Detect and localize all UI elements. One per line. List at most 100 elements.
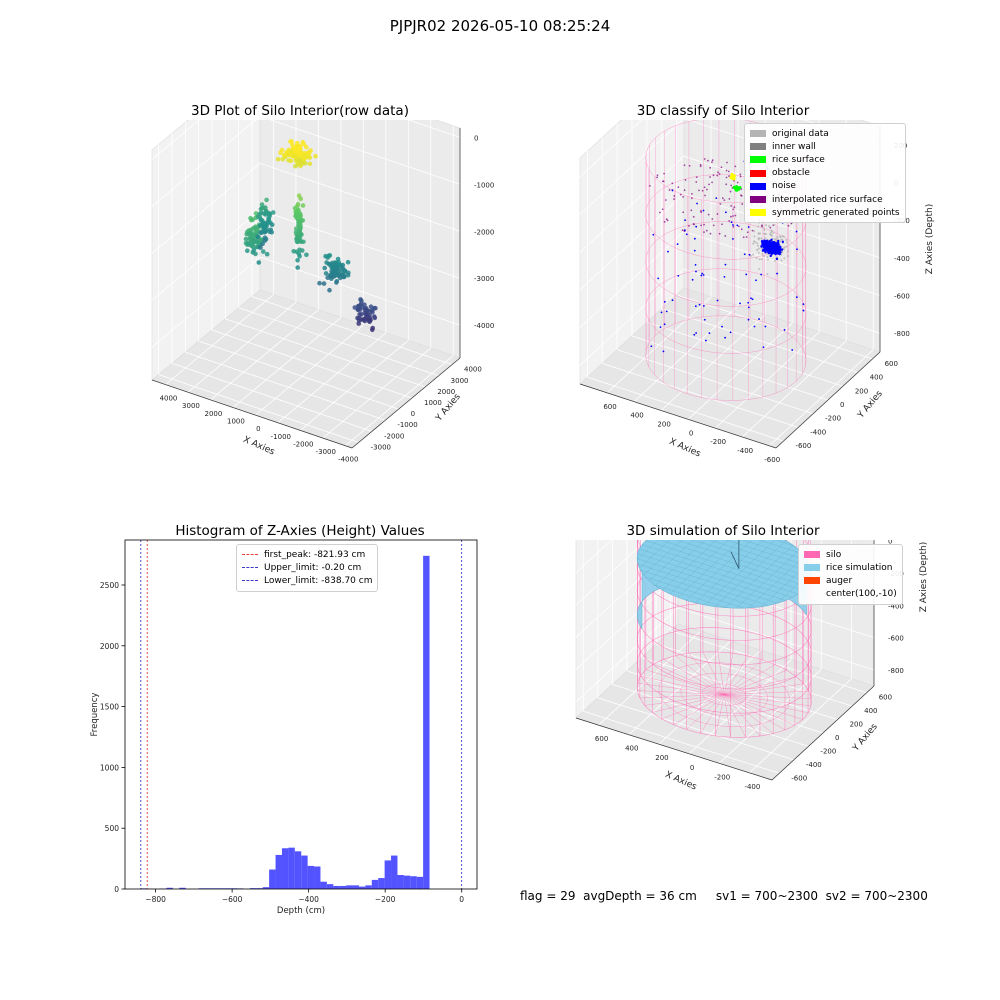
noise-point bbox=[770, 238, 773, 242]
data-point bbox=[260, 241, 266, 247]
p2-gridline bbox=[579, 193, 881, 291]
swatch-symmetric bbox=[750, 209, 766, 217]
data-point bbox=[313, 153, 318, 159]
interpolated-point bbox=[741, 203, 744, 205]
noise-point bbox=[753, 325, 756, 328]
p1-x-tick: -2000 bbox=[293, 440, 313, 448]
noise-point bbox=[659, 326, 662, 329]
interpolated-point bbox=[728, 220, 731, 222]
interpolated-point bbox=[698, 189, 700, 192]
noise-point bbox=[657, 277, 660, 280]
data-point bbox=[293, 213, 298, 219]
noise-point bbox=[795, 296, 798, 299]
interpolated-point bbox=[683, 164, 686, 167]
data-point bbox=[334, 280, 339, 285]
p2-y-tick: -200 bbox=[825, 415, 841, 423]
histogram-bar bbox=[166, 887, 173, 889]
data-point bbox=[279, 147, 285, 153]
plot1-title: 3D Plot of Silo Interior(row data) bbox=[191, 103, 409, 119]
interpolated-point bbox=[728, 198, 731, 200]
interpolated-point bbox=[745, 236, 748, 238]
p1-x-axis bbox=[151, 379, 353, 449]
data-point bbox=[293, 149, 299, 154]
p4-y-tick: -200 bbox=[820, 747, 836, 755]
original-point bbox=[770, 234, 773, 237]
noise-point bbox=[751, 298, 754, 301]
plot2-legend: original data inner wall rice surface ob… bbox=[744, 123, 906, 224]
noise-point bbox=[763, 248, 766, 252]
p1-gridline bbox=[151, 256, 461, 348]
interpolated-point bbox=[716, 174, 719, 177]
data-point bbox=[302, 153, 308, 159]
legend-label: Lower_limit: -838.70 cm bbox=[264, 575, 373, 586]
noise-point bbox=[705, 339, 707, 342]
interpolated-point bbox=[708, 183, 710, 186]
p1-z-tick: 0 bbox=[474, 134, 478, 142]
mesh-line bbox=[725, 540, 811, 567]
interpolated-point bbox=[695, 181, 698, 183]
mesh-line bbox=[659, 540, 807, 587]
data-point bbox=[321, 281, 327, 286]
interpolated-point bbox=[725, 176, 728, 179]
original-point bbox=[776, 236, 779, 239]
interpolated-point bbox=[663, 172, 666, 175]
noise-point bbox=[736, 224, 739, 227]
noise-point bbox=[700, 274, 703, 277]
p1-x-tick: -1000 bbox=[271, 433, 291, 441]
data-point bbox=[298, 225, 303, 231]
p1-x-tick: -4000 bbox=[338, 456, 358, 464]
noise-point bbox=[694, 305, 697, 308]
interpolated-point bbox=[711, 161, 713, 163]
data-point bbox=[306, 150, 311, 155]
original-point bbox=[769, 232, 772, 235]
data-point bbox=[317, 280, 322, 286]
original-point bbox=[753, 230, 756, 233]
interpolated-point bbox=[746, 231, 749, 234]
interpolated-point bbox=[760, 225, 763, 228]
original-point bbox=[780, 253, 783, 256]
original-point bbox=[766, 273, 769, 276]
p2-gridline bbox=[646, 321, 843, 387]
interpolated-point bbox=[711, 181, 713, 184]
interpolated-point bbox=[690, 209, 693, 212]
mesh-line bbox=[655, 540, 706, 586]
p2-gridline bbox=[602, 363, 799, 428]
histogram-bar bbox=[358, 886, 366, 889]
data-point bbox=[352, 305, 358, 310]
p3-y-tick: 2500 bbox=[100, 581, 119, 590]
noise-point bbox=[695, 270, 697, 273]
p1-x-tick: 1000 bbox=[227, 418, 245, 426]
noise-point bbox=[667, 250, 669, 253]
noise-point bbox=[671, 189, 674, 192]
legend-item-obstacle: obstacle bbox=[750, 167, 900, 180]
mesh-line bbox=[669, 540, 729, 595]
interpolated-point bbox=[684, 179, 687, 181]
histogram-bar bbox=[423, 555, 430, 889]
p4-x-tick: 0 bbox=[690, 764, 694, 772]
data-point bbox=[261, 226, 267, 231]
p4-y-tick: -400 bbox=[806, 761, 822, 769]
interpolated-point bbox=[730, 184, 733, 187]
line-first-peak bbox=[242, 554, 258, 556]
noise-point bbox=[777, 242, 780, 246]
data-point bbox=[367, 309, 372, 314]
silo-ring bbox=[645, 268, 807, 354]
data-point bbox=[263, 208, 269, 214]
legend-item-inner-wall: inner wall bbox=[750, 140, 900, 153]
legend-item-rice-simulation: rice simulation bbox=[804, 561, 897, 574]
p1-x-tick: 3000 bbox=[182, 402, 200, 410]
noise-point bbox=[777, 239, 780, 243]
p1-points bbox=[243, 139, 378, 333]
noise-point bbox=[716, 299, 719, 302]
p2-x-label: X Axies bbox=[668, 437, 703, 460]
interpolated-point bbox=[725, 183, 728, 186]
interpolated-point bbox=[699, 165, 702, 168]
mesh-line bbox=[677, 540, 741, 598]
interpolated-point bbox=[721, 197, 724, 200]
p1-y-tick: 3000 bbox=[451, 377, 469, 385]
interpolated-point bbox=[732, 208, 735, 211]
data-point bbox=[372, 314, 377, 319]
histogram-bar bbox=[307, 865, 315, 889]
data-point bbox=[334, 266, 340, 272]
interpolated-point bbox=[709, 232, 712, 235]
